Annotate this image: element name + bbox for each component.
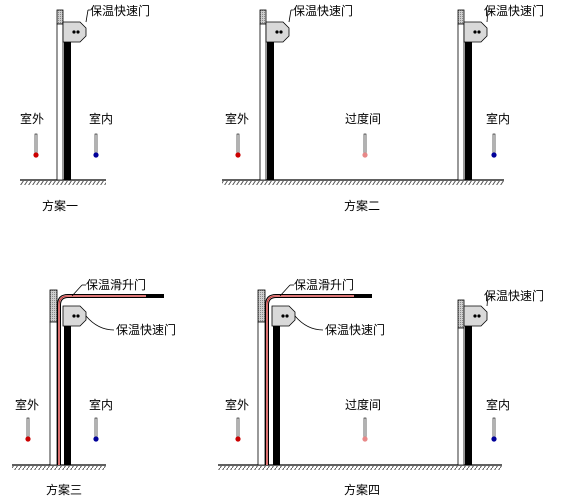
wall-right	[457, 9, 472, 181]
outdoor-thermometer	[235, 133, 241, 158]
fast-door-bracket	[62, 305, 87, 327]
indoor-label: 室内	[486, 111, 510, 126]
indoor-thermometer	[491, 417, 497, 442]
outdoor-thermometer	[33, 133, 39, 158]
indoor-label: 室内	[89, 397, 113, 412]
ground	[20, 179, 106, 185]
indoor-label: 室内	[89, 111, 113, 126]
scheme-2: 保温快速门 保温快速门 室外 过度间 室内 方案二	[222, 3, 544, 213]
fast-door-bracket-left	[271, 305, 296, 327]
transition-label: 过度间	[345, 111, 381, 126]
outdoor-thermometer	[235, 417, 241, 442]
scheme-1: 保温快速门 室外 室内 方案一	[20, 3, 150, 213]
transition-thermometer	[362, 417, 368, 442]
outdoor-label: 室外	[225, 397, 249, 412]
outdoor-label: 室外	[225, 111, 249, 126]
fast-door-bracket-left	[265, 21, 290, 43]
fast-door-label-left: 保温快速门	[293, 3, 353, 18]
scheme-4-label: 方案四	[344, 482, 380, 497]
wall	[56, 9, 71, 181]
scheme-2-label: 方案二	[344, 198, 380, 213]
outdoor-thermometer	[25, 417, 31, 442]
indoor-label: 室内	[486, 397, 510, 412]
fast-door-label-right: 保温快速门	[484, 3, 544, 18]
fast-door-label: 保温快速门	[116, 322, 176, 337]
indoor-thermometer	[93, 417, 99, 442]
scheme-4: 保温滑升门 保温快速门 保温快速门 室外 过度间	[218, 277, 544, 497]
indoor-thermometer	[93, 133, 99, 158]
fast-door-bracket-right	[463, 21, 488, 43]
ground	[222, 179, 504, 185]
transition-label: 过度间	[345, 397, 381, 412]
scheme-1-label: 方案一	[42, 198, 78, 213]
ground	[218, 464, 502, 470]
sliding-door-label: 保温滑升门	[86, 277, 146, 292]
outdoor-label: 室外	[15, 397, 39, 412]
sliding-door-label: 保温滑升门	[294, 277, 354, 292]
sliding-door-track	[57, 294, 164, 465]
fast-door-label: 保温快速门	[90, 3, 150, 18]
fast-door-bracket-right	[463, 305, 488, 327]
wall-left	[259, 9, 274, 181]
transition-thermometer	[362, 133, 368, 158]
sliding-door-track	[265, 294, 372, 465]
fast-door-label-right: 保温快速门	[484, 288, 544, 303]
fast-door-label-left: 保温快速门	[325, 322, 385, 337]
indoor-thermometer	[491, 133, 497, 158]
outdoor-label: 室外	[20, 111, 44, 126]
ground	[12, 464, 106, 470]
fast-door-bracket	[62, 21, 87, 43]
scheme-3: 保温滑升门 保温快速门 室外 室内 方案三	[12, 277, 176, 497]
scheme-3-label: 方案三	[46, 482, 82, 497]
